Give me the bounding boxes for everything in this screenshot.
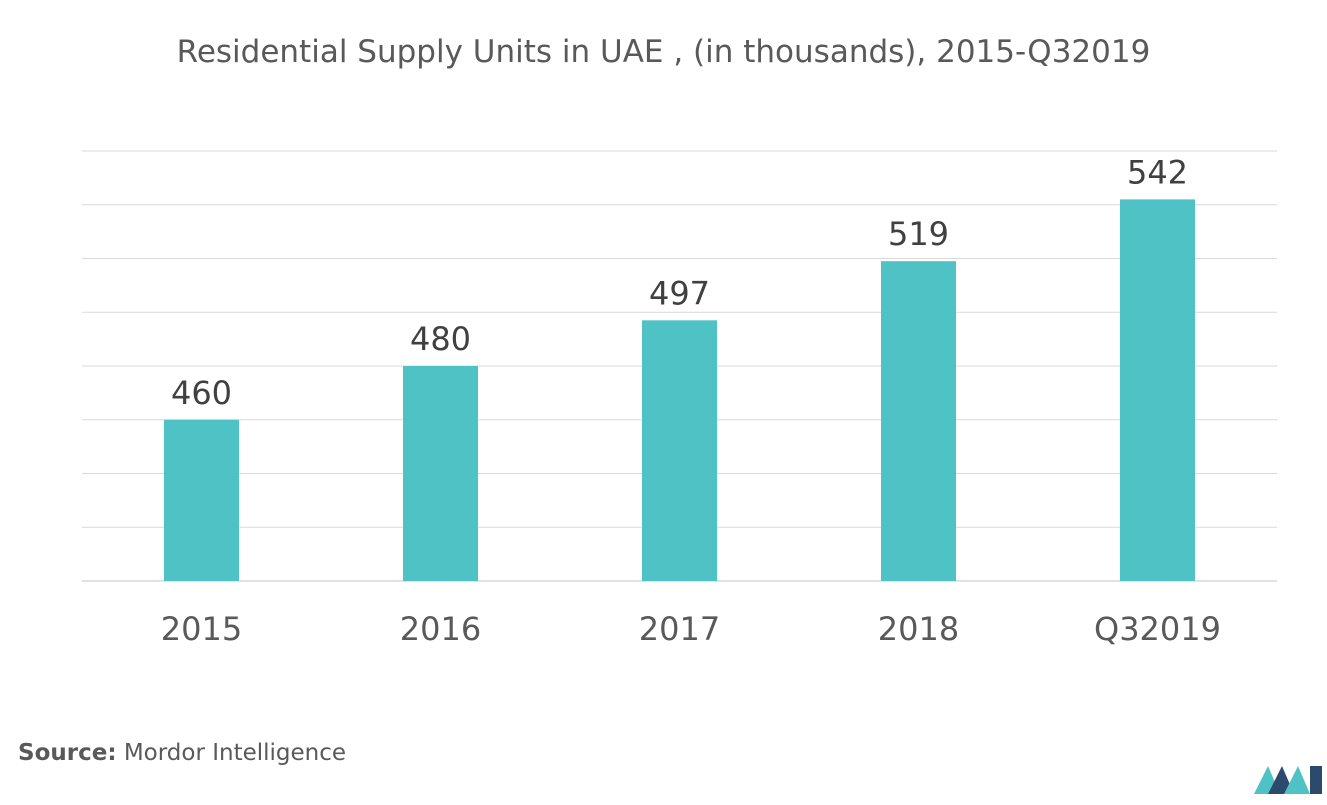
bar-2018 bbox=[881, 261, 956, 581]
source-text: Mordor Intelligence bbox=[123, 740, 347, 766]
bars bbox=[164, 199, 1195, 581]
source-note: Source: Mordor Intelligence bbox=[18, 740, 346, 766]
data-label: 480 bbox=[410, 320, 471, 358]
x-tick-labels: 2015 2016 2017 2018 Q32019 bbox=[161, 610, 1221, 648]
mordor-intelligence-logo-icon bbox=[1254, 766, 1322, 794]
x-tick-label: 2018 bbox=[878, 610, 959, 648]
x-tick-label: 2015 bbox=[161, 610, 242, 648]
x-tick-label: Q32019 bbox=[1094, 610, 1221, 648]
x-tick-label: 2017 bbox=[639, 610, 720, 648]
bar-2017 bbox=[642, 320, 717, 581]
data-labels: 460 480 497 519 542 bbox=[171, 153, 1188, 411]
bar-2016 bbox=[403, 366, 478, 581]
bar-2015 bbox=[164, 419, 239, 581]
chart-title: Residential Supply Units in UAE , (in th… bbox=[176, 34, 1151, 70]
data-label: 497 bbox=[649, 274, 710, 312]
source-label: Source: bbox=[18, 740, 117, 766]
x-tick-label: 2016 bbox=[400, 610, 481, 648]
bar-Q32019 bbox=[1120, 199, 1195, 581]
data-label: 542 bbox=[1127, 153, 1188, 191]
data-label: 460 bbox=[171, 374, 232, 412]
data-label: 519 bbox=[888, 215, 949, 253]
